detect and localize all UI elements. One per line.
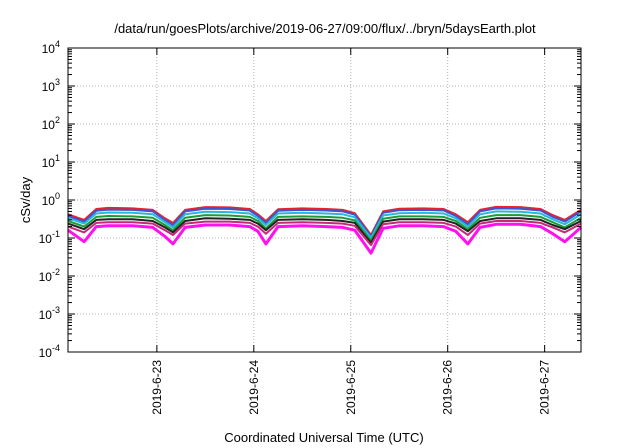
grid-lines <box>68 48 581 352</box>
x-tick-label: 2019-6-25 <box>344 360 358 415</box>
x-tick-label: 2019-6-26 <box>441 360 455 415</box>
y-tick-label: 10-4 <box>39 343 60 360</box>
series-lines <box>67 205 582 255</box>
series-line-7 <box>67 222 582 255</box>
x-tick-label: 2019-6-24 <box>247 360 261 415</box>
y-tick-label: 10-2 <box>39 267 60 284</box>
y-tick-label: 104 <box>42 39 60 56</box>
series-line-2 <box>67 207 582 238</box>
x-axis-label: Coordinated Universal Time (UTC) <box>224 430 423 445</box>
x-tick-label: 2019-6-27 <box>538 360 552 415</box>
y-tick-label: 100 <box>42 191 60 208</box>
series-line-1 <box>67 205 582 236</box>
series-line-3 <box>67 210 582 239</box>
series-line-6 <box>67 220 582 247</box>
y-tick-label: 101 <box>42 153 60 170</box>
x-axis: 2019-6-23 2019-6-24 2019-6-25 2019-6-26 2019… <box>150 48 552 415</box>
y-tick-label: 102 <box>42 115 60 132</box>
series-line-5 <box>67 217 582 244</box>
series-line-4 <box>67 214 582 242</box>
chart-title: /data/run/goesPlots/archive/2019-06-27/0… <box>114 21 536 36</box>
y-tick-label: 10-3 <box>39 305 60 322</box>
y-axis-label: cSv/day <box>18 176 33 223</box>
y-axis: 10-4 10-3 10-2 10-1 100 101 102 103 104 <box>39 39 581 360</box>
y-tick-label: 10-1 <box>39 229 60 246</box>
plot-frame <box>67 47 582 353</box>
x-tick-label: 2019-6-23 <box>150 360 164 415</box>
y-tick-label: 103 <box>42 77 60 94</box>
